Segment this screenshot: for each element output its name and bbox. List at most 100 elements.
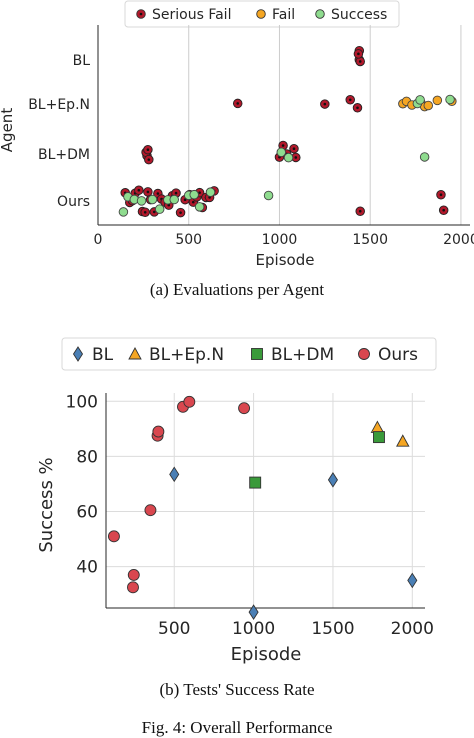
- chart-a-point-marker: [169, 194, 179, 205]
- chart-a-legend-label: Success: [331, 7, 387, 23]
- chart-a-point: [320, 99, 330, 109]
- chart-a-legend-label: Serious Fail: [152, 7, 231, 23]
- chart-b-legend-label: BL+Ep.N: [149, 345, 224, 365]
- chart-b-caption: (b) Tests' Success Rate: [159, 680, 315, 699]
- chart-a-point: [232, 98, 243, 109]
- chart-a-point: [276, 147, 287, 157]
- chart-a-point-core: [294, 156, 298, 159]
- chart-a-point-core: [236, 102, 240, 105]
- chart-a-point: [140, 207, 150, 218]
- chart-a-point: [263, 190, 274, 201]
- chart-a-point: [415, 95, 425, 105]
- chart-a-point-marker: [423, 100, 434, 111]
- chart-b-point: [248, 604, 259, 620]
- chart-b-points: [107, 395, 418, 620]
- chart-a-point: [438, 205, 449, 215]
- chart-b-legend-label: BL+DM: [271, 345, 334, 365]
- chart-a-evaluations: Serious Fail Fail Success 0 500 1000 1500 2000…: [0, 0, 474, 269]
- chart-a-point-marker: [147, 194, 158, 205]
- chart-b-y-tick-label: 100: [66, 392, 98, 412]
- chart-b-x-tick-label: 1500: [311, 619, 354, 639]
- chart-a-point-core: [143, 210, 147, 214]
- chart-a-y-tick-label: BL+DM: [38, 147, 90, 163]
- chart-a-legend-item: Fail: [256, 7, 295, 23]
- chart-a-point-marker: [445, 94, 455, 105]
- chart-a-point-core: [183, 198, 187, 201]
- chart-a-point: [289, 143, 299, 154]
- chart-a-point: [355, 206, 365, 216]
- chart-a-point-marker: [432, 95, 443, 106]
- chart-a-point-core: [146, 190, 150, 194]
- chart-a-point: [169, 194, 179, 205]
- chart-b-grid: [106, 393, 425, 608]
- chart-a-y-tick-label: BL: [73, 53, 91, 69]
- chart-b-point: [327, 471, 338, 488]
- chart-a-point-core: [156, 192, 160, 195]
- chart-a-point: [205, 187, 216, 197]
- chart-a-legend-marker-core: [139, 12, 143, 16]
- chart-a-point: [194, 202, 205, 212]
- chart-b-x-tick-label: 1000: [232, 619, 275, 639]
- chart-b-point: [127, 581, 139, 594]
- chart-a-point: [419, 152, 430, 162]
- chart-a-point-core: [146, 148, 150, 151]
- chart-a-point-marker: [189, 189, 199, 200]
- chart-b-point: [370, 420, 385, 433]
- chart-a-point-core: [323, 102, 327, 106]
- chart-a-legend-item: Success: [315, 7, 387, 23]
- chart-b-x-axis-label: Episode: [231, 644, 302, 665]
- chart-a-y-tick-label: Ours: [57, 194, 90, 210]
- chart-b-legend-item: BL: [72, 345, 114, 365]
- chart-b-point: [249, 476, 262, 489]
- chart-b-point: [183, 395, 196, 408]
- chart-a-x-tick-label: 0: [94, 232, 103, 248]
- chart-b-legend-item: BL+DM: [251, 345, 334, 365]
- chart-b-y-tick-label: 80: [76, 447, 98, 467]
- chart-a-legend-marker: [256, 9, 266, 19]
- chart-b-point: [152, 425, 165, 438]
- chart-a-x-tick-label: 1000: [262, 232, 298, 248]
- chart-b-axes: 500 1000 1500 2000 40 60 80 100: [66, 392, 434, 639]
- chart-a-legend: Serious Fail Fail Success: [124, 0, 400, 28]
- chart-b-legend-label: BL: [92, 345, 114, 365]
- chart-a-point-core: [358, 209, 362, 213]
- chart-a-point-core: [179, 211, 182, 214]
- chart-a-point: [136, 196, 147, 206]
- chart-a-point: [423, 100, 434, 111]
- chart-b-y-tick-label: 60: [76, 503, 98, 523]
- chart-a-point-marker: [118, 207, 129, 217]
- chart-a-point: [436, 189, 446, 200]
- chart-a-point-marker: [263, 190, 274, 201]
- chart-a-point: [154, 204, 165, 214]
- chart-a-point-marker: [276, 147, 287, 157]
- chart-b-legend-marker: [358, 348, 370, 360]
- chart-a-point-core: [356, 106, 359, 110]
- chart-b-y-axis-label: Success %: [36, 457, 57, 552]
- chart-a-legend-item: Serious Fail: [136, 7, 231, 23]
- chart-b-point: [169, 466, 180, 483]
- chart-a-point-marker: [136, 196, 147, 206]
- chart-a-axes: 0 500 1000 1500 2000 BL BL+Ep.N BL+DM Ours: [28, 25, 474, 248]
- chart-a-point: [432, 95, 443, 106]
- chart-b-point: [396, 434, 410, 447]
- chart-a-point-core: [198, 191, 201, 194]
- chart-a-points: [118, 46, 457, 218]
- chart-a-x-tick-label: 500: [175, 232, 202, 248]
- chart-b-point: [107, 530, 120, 543]
- chart-a-point-marker: [194, 202, 205, 212]
- chart-b-legend-label: Ours: [378, 345, 418, 365]
- chart-b-point: [407, 572, 418, 589]
- chart-a-point: [353, 49, 364, 59]
- chart-a-point-core: [348, 98, 352, 102]
- chart-a-point: [345, 95, 355, 105]
- chart-a-point: [147, 194, 158, 205]
- chart-a-point-marker: [154, 204, 165, 214]
- chart-a-point-core: [191, 200, 195, 204]
- chart-a-point-core: [357, 52, 360, 56]
- chart-a-x-tick-label: 2000: [443, 232, 474, 248]
- chart-b-legend: BL BL+Ep.N BL+DM Ours: [61, 337, 437, 371]
- chart-a-point-marker: [205, 187, 216, 197]
- chart-a-x-tick-label: 1500: [352, 232, 388, 248]
- chart-b-x-tick-label: 500: [158, 619, 190, 639]
